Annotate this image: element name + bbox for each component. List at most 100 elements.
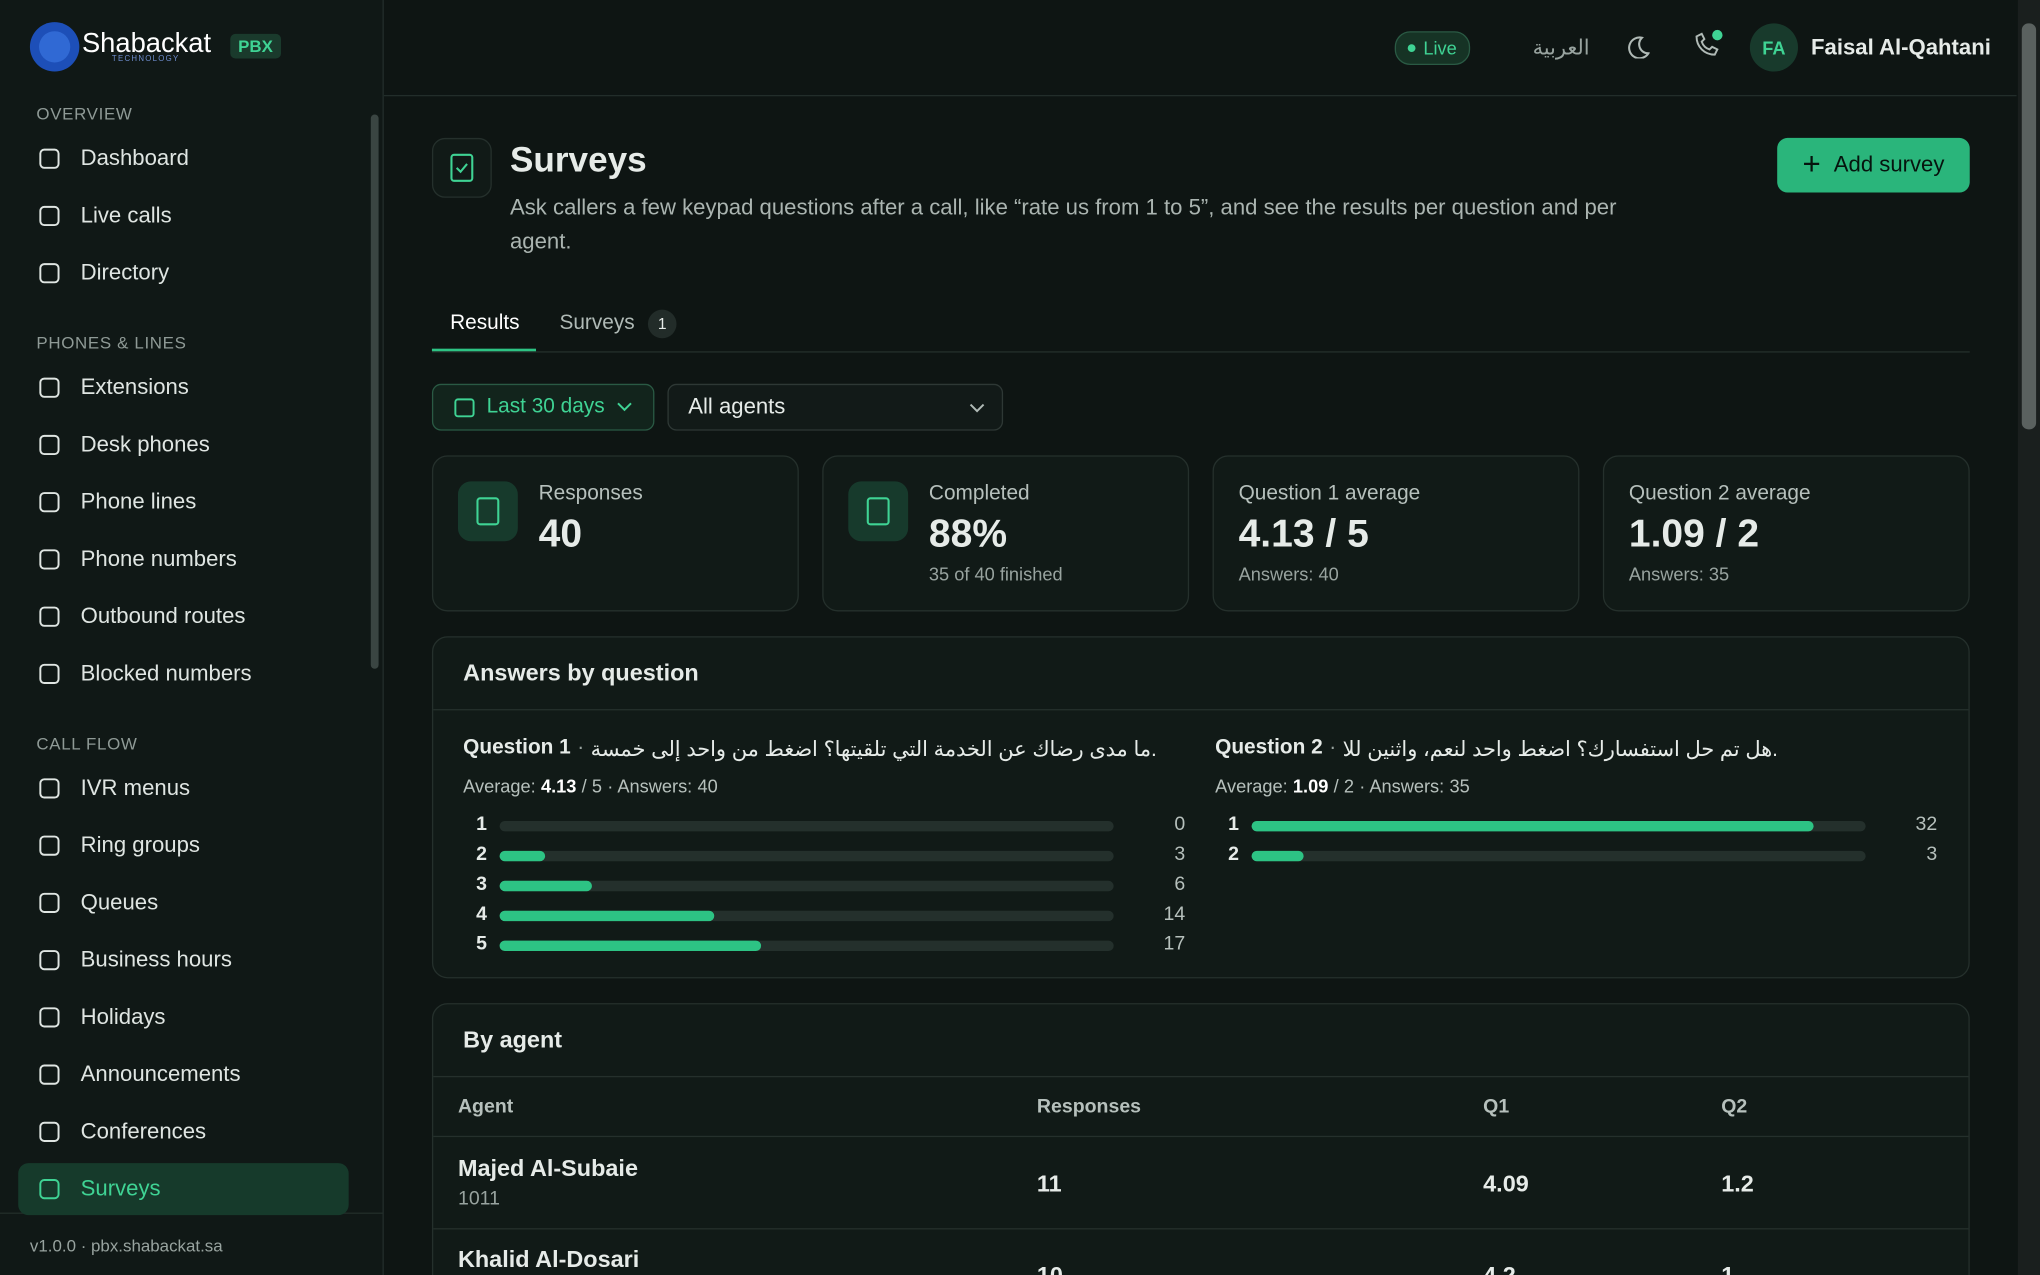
section-title: OVERVIEW [36,104,133,124]
nav-item[interactable]: Business hours [18,934,348,986]
option: 2 [476,843,488,866]
bar [1251,850,1305,862]
nav-label: Holidays [80,1004,166,1030]
bar [499,940,761,952]
stat-card: Completed 88% 35 of 40 finished [822,455,1190,612]
language[interactable]: العربية [1532,37,1590,60]
stat-value: 88% [928,512,1008,556]
nav-icon [39,205,60,227]
avatar[interactable]: FA [1749,23,1799,72]
date-filter[interactable]: Last 30 days [431,383,655,431]
nav-item[interactable]: Holidays [18,991,348,1043]
stat-note: Answers: 35 [1628,563,1730,585]
nav-icon [39,1121,60,1142]
answers-card: Answers by question Question 1 · ما مدى رض… [431,636,1970,979]
page-icon [431,137,492,198]
cell: 11 [1036,1170,1062,1197]
stat-card: Responses 40 [431,455,799,612]
column-header[interactable]: Q1 [1483,1095,1510,1118]
nav-item[interactable]: Live calls [18,190,348,242]
page-description: Ask callers a few keypad questions after… [509,195,1617,254]
stat-note: Answers: 40 [1238,563,1339,585]
separator: · [577,736,585,759]
nav-item[interactable]: Outbound routes [18,591,348,643]
plus: + [1802,147,1821,183]
question-heading: Question 2 · هل تم حل استفسارك؟ اضغط واحد … [1215,736,1778,762]
bar-track [499,910,1114,922]
nav-icon [39,1064,60,1085]
nav-label: Live calls [80,202,172,228]
count: 3 [1174,843,1186,866]
stat-card: Question 1 average 4.13 / 5 Answers: 40 [1212,455,1580,612]
live-status[interactable]: Live [1394,31,1470,66]
bar-track [1251,820,1866,832]
nav-item[interactable]: Queues [18,877,348,929]
nav-label: Phone lines [80,489,197,514]
nav-label: Announcements [80,1061,241,1087]
count: 32 [1915,813,1938,836]
add-survey-button[interactable]: + Add survey [1777,137,1970,193]
nav-item[interactable]: Phone lines [18,476,348,528]
question-label: Question 1 [463,736,571,759]
user-name[interactable]: Faisal Al-Qahtani [1811,35,1991,60]
agent-filter[interactable]: All agents [667,383,1004,431]
question-text: ما مدى رضاك عن الخدمة التي تلقيتها؟ اضغط… [590,738,1157,762]
nav-icon [39,663,60,685]
stat-icon [457,481,518,542]
status-text: Live [1423,37,1457,59]
column-header: Agent [457,1095,514,1118]
nav-item[interactable]: Desk phones [18,419,348,471]
bar-track [1251,850,1866,862]
question-label: Question 2 [1215,736,1323,759]
column-header[interactable]: Q2 [1721,1095,1748,1118]
max: 5 [591,775,603,797]
cell: 4.2 [1483,1261,1516,1275]
max: 2 [1343,775,1354,797]
nav-label: Ring groups [80,832,200,858]
option: 1 [1228,813,1240,836]
nav-icon [39,778,60,799]
divider [433,1135,1969,1138]
nav-item[interactable]: Surveys [18,1163,349,1216]
question-text: هل تم حل استفسارك؟ اضغط واحد لنعم، واثني… [1342,738,1778,762]
stat-label: Completed [928,482,1030,505]
nav-item[interactable]: IVR menus [18,762,348,814]
nav-item[interactable]: Blocked numbers [18,648,348,700]
stat-label: Question 2 average [1628,482,1811,505]
bar-track [499,880,1114,892]
column-header[interactable]: Responses [1036,1095,1142,1118]
nav-label: Surveys [80,1176,161,1201]
nav-item[interactable]: Phone numbers [18,533,348,585]
tab[interactable]: Results [450,312,520,335]
nav-item[interactable]: Announcements [18,1049,348,1101]
bar-track [499,820,1114,832]
option: 5 [476,932,488,955]
nav-icon [39,1007,60,1028]
nav-icon [39,606,60,627]
nav-icon [39,263,60,284]
topbar: Live العربية FA Faisal Al-Qahtani [384,0,2017,95]
nav-label: Queues [80,889,159,915]
phone-status[interactable] [1691,29,1725,63]
average: 4.13 [540,775,577,797]
option: 2 [1228,843,1240,866]
nav-item[interactable]: Ring groups [18,820,348,872]
main: Surveys Ask callers a few keypad questio… [431,0,1970,1275]
count: 17 [1163,932,1186,955]
nav-label: Phone numbers [80,546,237,572]
bar-track [499,940,1114,952]
sidebar: Shabackat TECHNOLOGY PBX v1.0.0 · pbx.sh… [0,0,384,1275]
nav-item[interactable]: Dashboard [18,133,348,185]
nav-item[interactable]: Conferences [18,1106,348,1158]
agent-name: Khalid Al-Dosari [457,1246,640,1273]
nav-icon [39,492,60,513]
theme-toggle[interactable] [1626,35,1650,59]
bar [1251,820,1814,832]
nav-item[interactable]: Directory [18,247,348,299]
tab-border [431,351,1970,353]
nav-item[interactable]: Extensions [18,362,348,414]
answers: 40 [697,775,718,797]
separator: / [1333,775,1339,797]
tab[interactable]: Surveys [559,312,635,335]
nav-icon [39,835,60,856]
